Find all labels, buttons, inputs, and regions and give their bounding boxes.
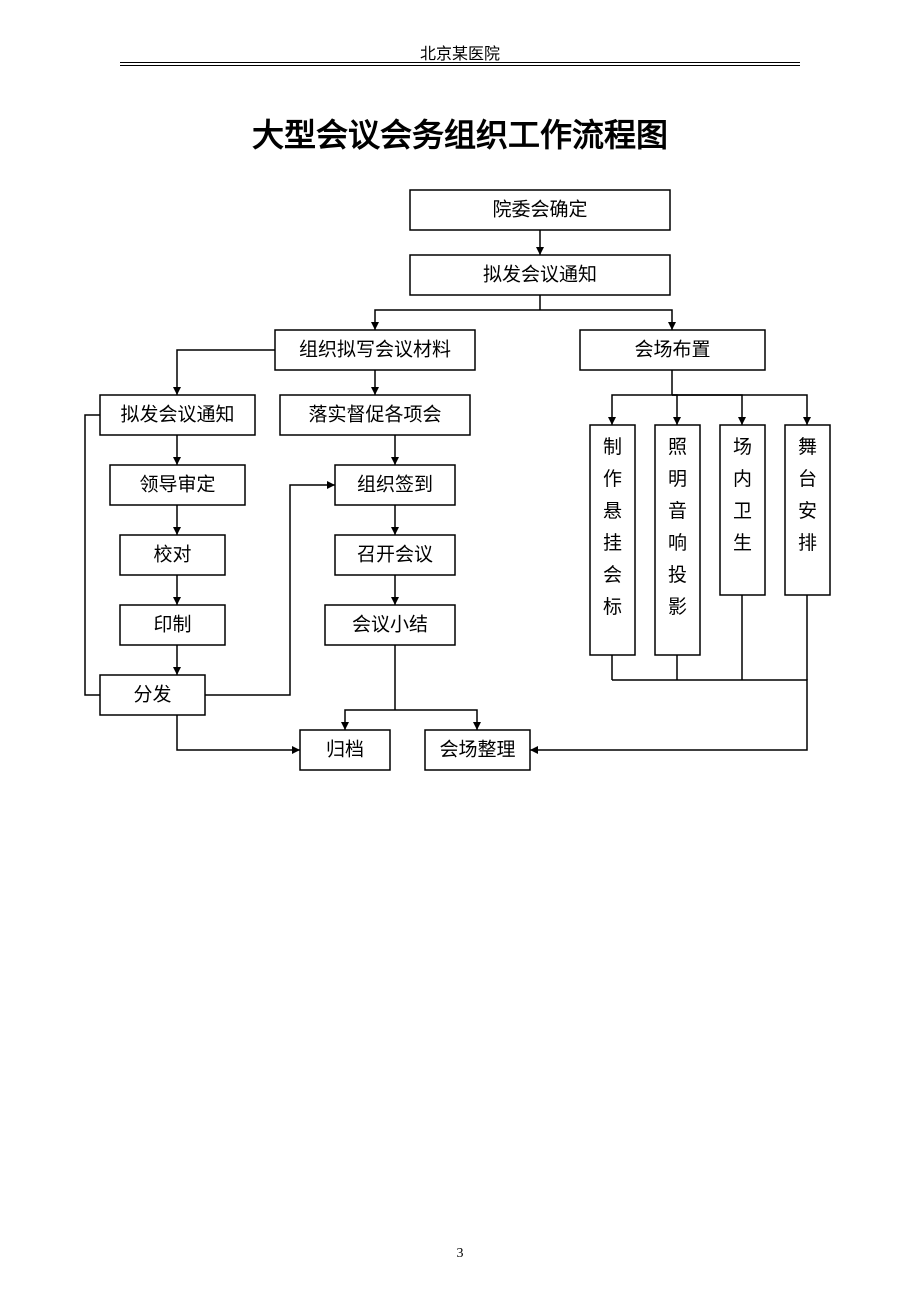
flow-edge	[205, 485, 335, 695]
flow-node-label: 标	[603, 596, 622, 618]
flow-node-label: 场	[733, 436, 752, 458]
flow-node-label: 会议小结	[352, 613, 428, 635]
flow-node-label: 照	[668, 437, 687, 458]
flow-node-label: 会	[603, 564, 622, 586]
header-rule	[120, 62, 800, 66]
page-number: 3	[0, 1246, 920, 1262]
flow-node-label: 组织签到	[357, 473, 433, 495]
flow-node-label: 安	[798, 500, 817, 522]
flow-node-label: 落实督促各项会	[308, 403, 441, 425]
flow-node-label: 拟发会议通知	[120, 403, 234, 425]
flow-node-label: 明	[668, 469, 687, 490]
flow-node-label: 召开会议	[357, 543, 433, 565]
flow-node-label: 归档	[326, 738, 364, 760]
flow-node-label: 卫	[733, 501, 752, 522]
flow-edge	[395, 710, 477, 730]
flow-edge	[672, 395, 677, 425]
flow-node-label: 制	[603, 436, 622, 458]
flow-edge	[177, 350, 275, 395]
flow-node-label: 挂	[603, 532, 622, 554]
flow-edge	[672, 395, 807, 425]
flow-node-label: 排	[798, 532, 817, 554]
flow-node-label: 投	[668, 564, 687, 586]
flow-node-label: 分发	[133, 683, 171, 705]
flow-edge	[540, 310, 672, 330]
flow-edge	[85, 415, 100, 695]
flow-node-label: 领导审定	[139, 473, 215, 495]
page-title: 大型会议会务组织工作流程图	[0, 110, 920, 156]
flow-edge	[375, 310, 540, 330]
flow-node-label: 会场整理	[439, 738, 515, 760]
flow-node-label: 会场布置	[634, 338, 710, 360]
flow-node-label: 内	[733, 468, 752, 490]
flow-edge	[345, 710, 395, 730]
flow-node-label: 影	[668, 596, 687, 618]
flow-edge	[612, 395, 672, 425]
page-header: 北京某医院	[0, 40, 920, 64]
flow-node-label: 校对	[153, 543, 191, 565]
flow-node-label: 台	[798, 468, 817, 490]
flow-node-label: 作	[603, 468, 622, 490]
flow-node-label: 组织拟写会议材料	[299, 338, 451, 360]
flow-edge	[177, 715, 300, 750]
flow-edge	[672, 395, 742, 425]
flow-node-label: 生	[733, 532, 752, 554]
flow-node-label: 悬	[603, 501, 622, 522]
flow-node-label: 印制	[153, 613, 191, 635]
flow-node-label: 音	[668, 500, 687, 522]
flow-node-label: 拟发会议通知	[483, 263, 597, 285]
flow-edge	[530, 680, 807, 750]
flow-node-label: 响	[668, 532, 687, 554]
flow-node-label: 舞	[798, 436, 817, 458]
flow-node-label: 院委会确定	[492, 198, 587, 220]
flowchart-canvas: 院委会确定拟发会议通知组织拟写会议材料会场布置拟发会议通知落实督促各项会领导审定…	[0, 170, 920, 810]
